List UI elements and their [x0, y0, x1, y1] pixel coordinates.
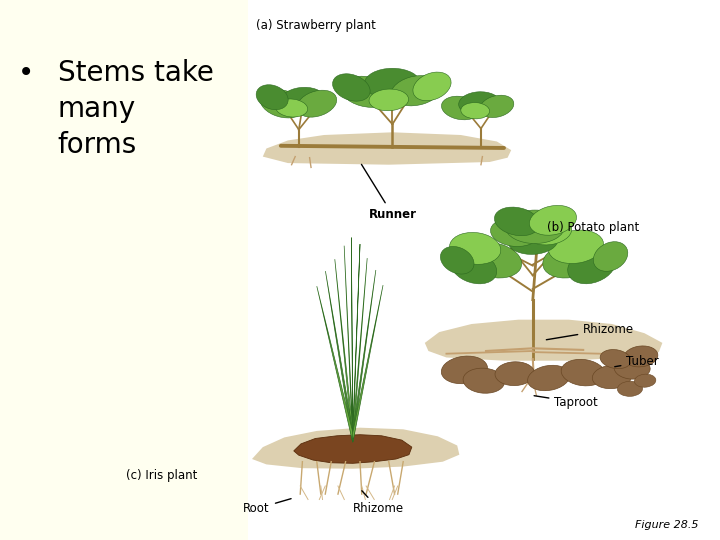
Ellipse shape	[413, 72, 451, 101]
Text: Stems take
many
forms: Stems take many forms	[58, 59, 213, 159]
Ellipse shape	[567, 247, 616, 284]
Ellipse shape	[449, 232, 501, 265]
Polygon shape	[352, 270, 376, 441]
Ellipse shape	[593, 242, 628, 271]
Ellipse shape	[463, 368, 505, 393]
Text: (b) Potato plant: (b) Potato plant	[547, 221, 639, 234]
Text: Taproot: Taproot	[534, 396, 598, 409]
Ellipse shape	[624, 346, 658, 367]
Bar	[248, 0, 720, 540]
Polygon shape	[325, 271, 354, 441]
Ellipse shape	[280, 87, 325, 112]
Ellipse shape	[561, 359, 606, 386]
Ellipse shape	[528, 365, 570, 391]
Ellipse shape	[459, 92, 500, 116]
Polygon shape	[317, 286, 354, 440]
Ellipse shape	[505, 210, 564, 244]
Text: Rhizome: Rhizome	[353, 491, 404, 515]
Text: Rhizome: Rhizome	[546, 323, 634, 340]
Ellipse shape	[600, 349, 631, 369]
Ellipse shape	[593, 365, 631, 389]
Ellipse shape	[451, 251, 497, 284]
Ellipse shape	[441, 246, 474, 274]
Ellipse shape	[529, 205, 577, 235]
Ellipse shape	[441, 96, 480, 120]
Ellipse shape	[495, 207, 539, 235]
Text: (a) Strawberry plant: (a) Strawberry plant	[256, 19, 375, 32]
Polygon shape	[263, 132, 511, 165]
Ellipse shape	[490, 218, 539, 246]
Ellipse shape	[480, 95, 514, 118]
Ellipse shape	[549, 230, 603, 264]
Ellipse shape	[543, 241, 599, 278]
Ellipse shape	[333, 74, 370, 101]
Polygon shape	[425, 320, 662, 361]
Polygon shape	[353, 244, 360, 442]
Ellipse shape	[369, 89, 408, 111]
Ellipse shape	[364, 68, 420, 99]
Ellipse shape	[466, 242, 522, 278]
Text: •: •	[18, 59, 35, 87]
Polygon shape	[353, 258, 367, 441]
Ellipse shape	[614, 357, 650, 379]
Ellipse shape	[441, 356, 487, 384]
Text: Figure 28.5: Figure 28.5	[635, 520, 698, 530]
Text: Runner: Runner	[361, 164, 416, 221]
Polygon shape	[335, 259, 354, 441]
Ellipse shape	[391, 76, 441, 106]
Polygon shape	[294, 435, 412, 463]
Ellipse shape	[526, 217, 572, 245]
Text: (c) Iris plant: (c) Iris plant	[126, 469, 197, 482]
Ellipse shape	[461, 103, 490, 119]
Text: Tuber: Tuber	[615, 355, 659, 368]
Ellipse shape	[495, 362, 534, 386]
Text: Root: Root	[243, 498, 291, 515]
Ellipse shape	[341, 76, 393, 107]
Polygon shape	[252, 428, 459, 469]
Ellipse shape	[297, 90, 337, 117]
Ellipse shape	[256, 85, 288, 110]
Ellipse shape	[508, 226, 558, 254]
Polygon shape	[352, 285, 383, 440]
Ellipse shape	[276, 99, 307, 117]
Polygon shape	[351, 238, 353, 442]
Polygon shape	[344, 246, 353, 442]
Ellipse shape	[260, 90, 305, 118]
Ellipse shape	[618, 381, 642, 396]
Ellipse shape	[634, 374, 656, 387]
